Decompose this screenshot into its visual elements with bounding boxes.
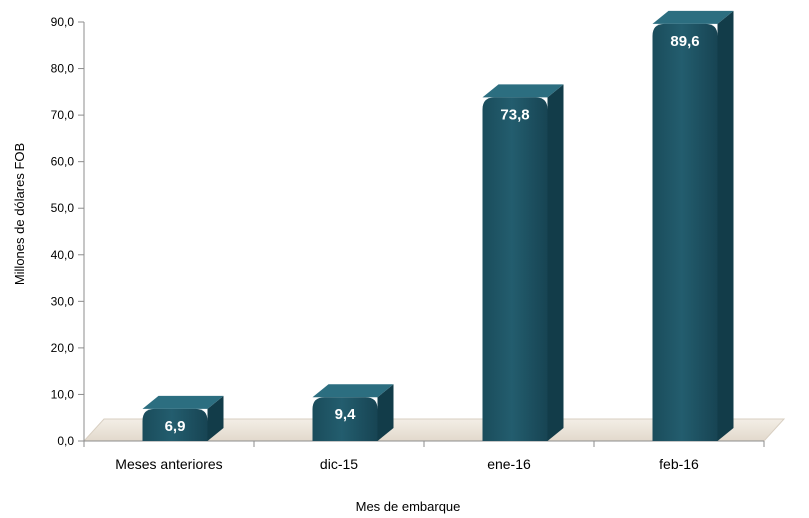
bar-top bbox=[652, 10, 734, 24]
y-tick-label: 30,0 bbox=[51, 294, 75, 308]
y-tick-label: 60,0 bbox=[51, 155, 75, 169]
bar-side bbox=[717, 10, 734, 442]
y-tick-label: 50,0 bbox=[51, 201, 75, 215]
bar-value-label: 89,6 bbox=[670, 33, 699, 50]
x-axis-title: Mes de embarque bbox=[356, 499, 461, 514]
y-tick-label: 40,0 bbox=[51, 248, 75, 262]
x-ticks bbox=[83, 441, 765, 447]
y-ticks: 0,0 10,0 20,0 30,0 40,0 50,0 60,0 70,0 80,0 90,0 bbox=[51, 15, 84, 448]
bar-side bbox=[207, 395, 224, 441]
bar-value-label: 6,9 bbox=[165, 418, 186, 435]
y-tick-label: 90,0 bbox=[51, 15, 75, 29]
bar-front bbox=[652, 23, 718, 442]
bar-value-label: 9,4 bbox=[335, 406, 357, 423]
bar-top bbox=[142, 395, 224, 409]
y-axis-title: Millones de dólares FOB bbox=[12, 143, 27, 285]
bar: 89,6 bbox=[652, 10, 734, 442]
y-tick-label: 70,0 bbox=[51, 108, 75, 122]
category-label: dic-15 bbox=[320, 456, 358, 472]
bar-top bbox=[482, 84, 564, 98]
category-label: Meses anteriores bbox=[115, 456, 222, 472]
category-labels: Meses anteriores dic-15 ene-16 feb-16 bbox=[115, 456, 699, 472]
category-label: feb-16 bbox=[659, 456, 699, 472]
y-tick-label: 10,0 bbox=[51, 387, 75, 401]
category-label: ene-16 bbox=[487, 456, 531, 472]
bar-side bbox=[547, 84, 564, 442]
bar-front bbox=[312, 397, 378, 441]
y-tick-label: 80,0 bbox=[51, 62, 75, 76]
bar-top bbox=[312, 384, 394, 398]
bar: 73,8 bbox=[482, 84, 564, 442]
y-tick-label: 0,0 bbox=[57, 434, 74, 448]
bar: 6,9 bbox=[142, 395, 224, 441]
bars: 6,9 9,4 73,8 89,6 bbox=[142, 10, 734, 442]
y-tick-label: 20,0 bbox=[51, 341, 75, 355]
bar-front bbox=[142, 408, 208, 441]
bar-value-label: 73,8 bbox=[500, 106, 529, 123]
bar-side bbox=[377, 384, 394, 441]
bar-front bbox=[482, 97, 548, 442]
bar: 9,4 bbox=[312, 384, 394, 441]
